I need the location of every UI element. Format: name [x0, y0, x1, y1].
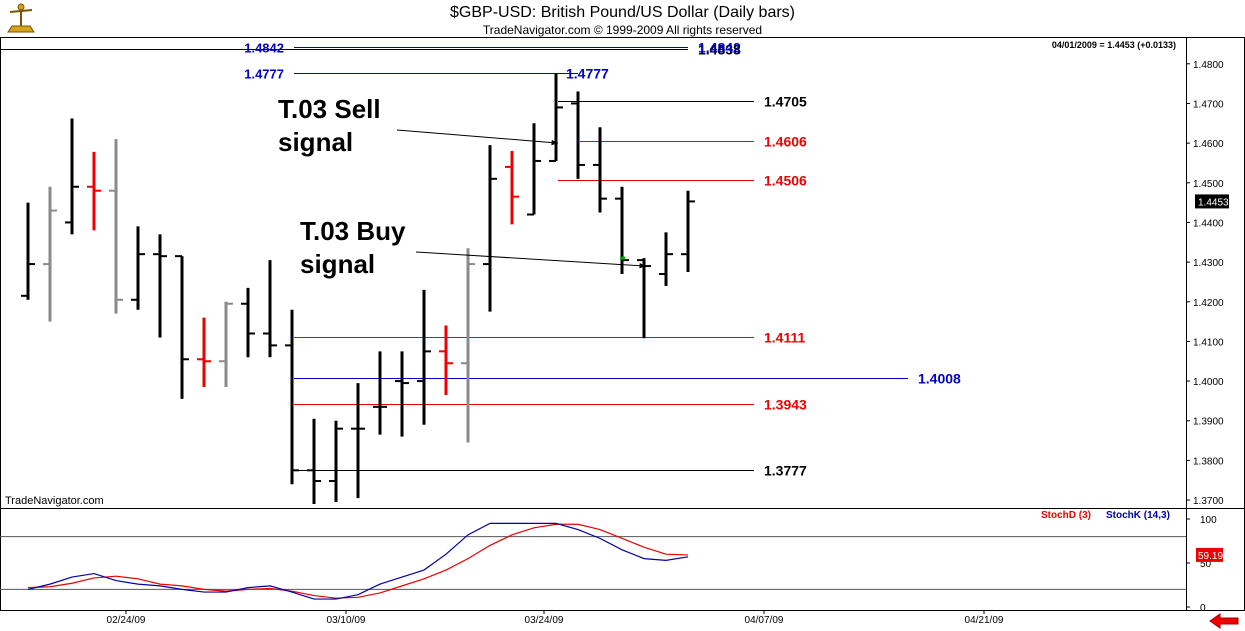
signal-annotation: signal — [278, 127, 353, 157]
signal-arrowhead — [639, 262, 646, 269]
level-label-left: 1.4842 — [244, 41, 284, 56]
price-tick-label: 1.4000 — [1193, 377, 1224, 388]
stoch-last-label: 59.19 — [1198, 551, 1223, 562]
date-tick-label: 03/24/09 — [525, 615, 564, 626]
stochd-legend: StochD (3) — [1041, 510, 1091, 521]
stoch-tick-label: 50 — [1200, 559, 1212, 570]
date-tick-label: 03/10/09 — [327, 615, 366, 626]
signal-annotation: signal — [300, 249, 375, 279]
stoch-tick-label: 100 — [1200, 515, 1217, 526]
stochk-legend: StochK (14,3) — [1106, 510, 1170, 521]
stochd-line — [27, 523, 689, 599]
level-label: 1.4008 — [918, 371, 961, 387]
level-label: 1.4111 — [764, 330, 805, 346]
scroll-left-arrow-icon[interactable] — [1209, 613, 1239, 629]
copyright-line: TradeNavigator.com © 1999-2009 All right… — [482, 23, 763, 37]
level-label: 1.4777 — [566, 66, 609, 82]
level-label: 1.3777 — [764, 463, 807, 479]
chart-title: $GBP-USD: British Pound/US Dollar (Daily… — [450, 4, 795, 21]
price-tick-label: 1.3800 — [1193, 456, 1224, 467]
logo-knob — [17, 3, 25, 11]
level-label: 1.3943 — [764, 397, 807, 413]
logo-beam — [9, 9, 33, 13]
price-tick-label: 1.4300 — [1193, 258, 1224, 269]
price-tick-label: 1.4600 — [1193, 139, 1224, 150]
date-tick-label: 04/21/09 — [965, 615, 1004, 626]
level-label: 1.4606 — [764, 134, 807, 150]
scale-logo-icon — [7, 3, 35, 33]
signal-arrow — [396, 129, 559, 144]
price-tick-label: 1.4800 — [1193, 60, 1224, 71]
signal-annotation: T.03 Buy — [300, 216, 406, 246]
stochk-line — [27, 522, 689, 600]
level-label: 1.4506 — [764, 173, 807, 189]
plot-frame — [0, 37, 1245, 611]
level-label: 1.4705 — [764, 94, 807, 110]
level-label: 1.4838 — [698, 42, 741, 58]
price-tick-label: 1.4200 — [1193, 298, 1224, 309]
price-tick-label: 1.4400 — [1193, 218, 1224, 229]
signal-annotation: T.03 Sell — [278, 94, 381, 124]
price-tick-label: 1.3900 — [1193, 417, 1224, 428]
level-label: 1.4842 — [698, 40, 741, 56]
price-tick-label: 1.3700 — [1193, 496, 1224, 507]
stoch-tick-label: 0 — [1200, 603, 1206, 614]
last-price-box — [1195, 194, 1229, 209]
date-tick-label: 02/24/09 — [107, 615, 146, 626]
price-tick-label: 1.4500 — [1193, 179, 1224, 190]
price-tick-label: 1.4700 — [1193, 99, 1224, 110]
signal-arrow — [415, 251, 647, 267]
level-label-left: 1.4777 — [244, 67, 284, 82]
last-quote-label: 04/01/2009 = 1.4453 (+0.0133) — [1052, 40, 1176, 50]
date-tick-label: 04/07/09 — [745, 615, 784, 626]
watermark-label: TradeNavigator.com — [5, 495, 104, 507]
stoch-last-box — [1196, 547, 1223, 562]
price-tick-label: 1.4100 — [1193, 337, 1224, 348]
signal-arrowhead — [551, 139, 558, 146]
logo-base — [7, 25, 35, 33]
last-price-label: 1.4453 — [1198, 197, 1229, 208]
